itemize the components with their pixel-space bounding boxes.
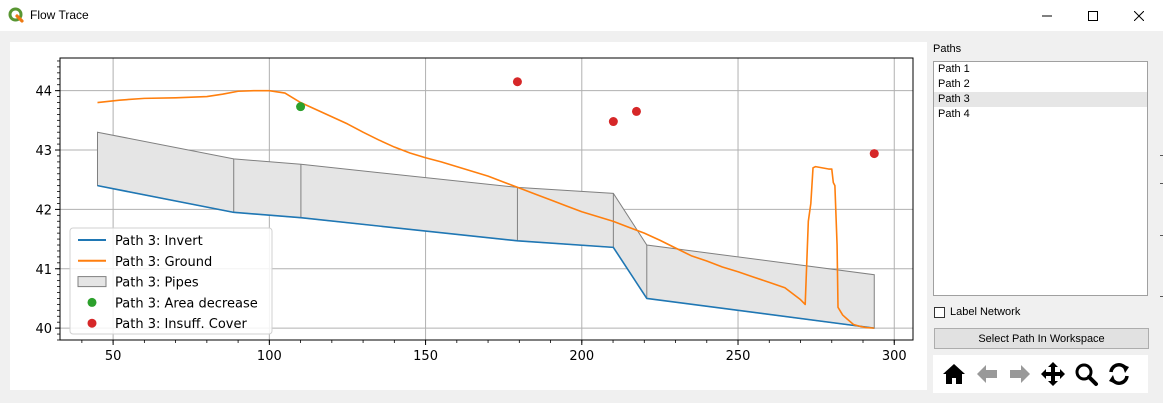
area-decrease-point xyxy=(296,102,306,112)
legend-box xyxy=(69,227,273,335)
x-tick-label: 150 xyxy=(413,349,438,364)
label-network-option[interactable]: Label Network xyxy=(934,305,1020,319)
path-list-item-2[interactable]: Path 2 xyxy=(938,78,970,90)
zoom-icon[interactable] xyxy=(1073,361,1099,387)
invert-line xyxy=(97,184,875,329)
y-tick-label: 43 xyxy=(35,144,52,159)
insuff-cover-point xyxy=(512,77,522,87)
x-tick-label: 250 xyxy=(726,349,751,364)
flow-trace-plot[interactable]: 50 100 150 200 250 300 40 41 42 43 44 Path 3: Inver… xyxy=(10,42,927,390)
qgis-logo-icon xyxy=(8,7,24,23)
y-tick-label: 40 xyxy=(35,322,52,337)
select-path-in-workspace-button[interactable]: Select Path In Workspace xyxy=(934,328,1149,349)
legend-label: Path 3: Insuff. Cover xyxy=(115,317,248,332)
legend-pipes-patch xyxy=(77,276,107,288)
profile-chart: 50 100 150 200 250 300 40 41 42 43 44 Path 3: Inver… xyxy=(35,57,914,364)
window-edge-mark xyxy=(1160,155,1163,156)
close-icon xyxy=(1134,10,1144,21)
back-arrow-icon[interactable] xyxy=(974,361,1000,387)
insuff-cover-point xyxy=(869,149,879,159)
legend-label: Path 3: Pipes xyxy=(115,276,199,291)
legend-label: Path 3: Area decrease xyxy=(115,296,258,311)
label-network-checkbox[interactable] xyxy=(934,306,945,318)
plot-toolbar xyxy=(933,355,1148,393)
legend-label: Path 3: Invert xyxy=(115,234,203,249)
paths-label: Paths xyxy=(933,43,962,55)
insuff-cover-point xyxy=(631,106,641,116)
window-edge-mark xyxy=(1160,183,1163,184)
window-edge-mark xyxy=(1160,296,1163,297)
path-list-item-1[interactable]: Path 1 xyxy=(938,63,970,75)
legend-area-decrease-marker xyxy=(87,297,97,307)
ground-line xyxy=(97,89,875,329)
path-list-item-4[interactable]: Path 4 xyxy=(938,108,970,120)
home-icon[interactable] xyxy=(941,361,967,387)
y-tick-label: 42 xyxy=(35,203,52,218)
path-list-item-3[interactable]: Path 3 xyxy=(934,92,1147,107)
legend-label: Path 3: Ground xyxy=(115,255,212,270)
pan-icon[interactable] xyxy=(1040,361,1066,387)
maximize-button[interactable] xyxy=(1070,0,1116,31)
maximize-icon xyxy=(1088,10,1098,21)
x-tick-label: 300 xyxy=(882,349,907,364)
legend-insuff-cover-marker xyxy=(87,318,97,328)
y-tick-label: 41 xyxy=(35,263,52,278)
minimize-icon xyxy=(1042,15,1052,16)
window-edge-mark xyxy=(1160,235,1163,236)
forward-arrow-icon[interactable] xyxy=(1007,361,1033,387)
axes-frame xyxy=(59,57,914,341)
refresh-icon[interactable] xyxy=(1106,361,1132,387)
close-button[interactable] xyxy=(1116,0,1162,31)
insuff-cover-point xyxy=(608,117,618,127)
x-tick-label: 50 xyxy=(105,349,122,364)
window-title: Flow Trace xyxy=(30,8,89,22)
x-tick-label: 200 xyxy=(569,349,594,364)
x-tick-label: 100 xyxy=(257,349,282,364)
paths-list[interactable]: Path 1 Path 2 Path 3 Path 4 xyxy=(933,61,1148,296)
y-tick-label: 44 xyxy=(35,85,52,100)
label-network-label: Label Network xyxy=(950,306,1021,318)
minimize-button[interactable] xyxy=(1024,0,1070,31)
title-bar: Flow Trace xyxy=(0,0,1163,31)
